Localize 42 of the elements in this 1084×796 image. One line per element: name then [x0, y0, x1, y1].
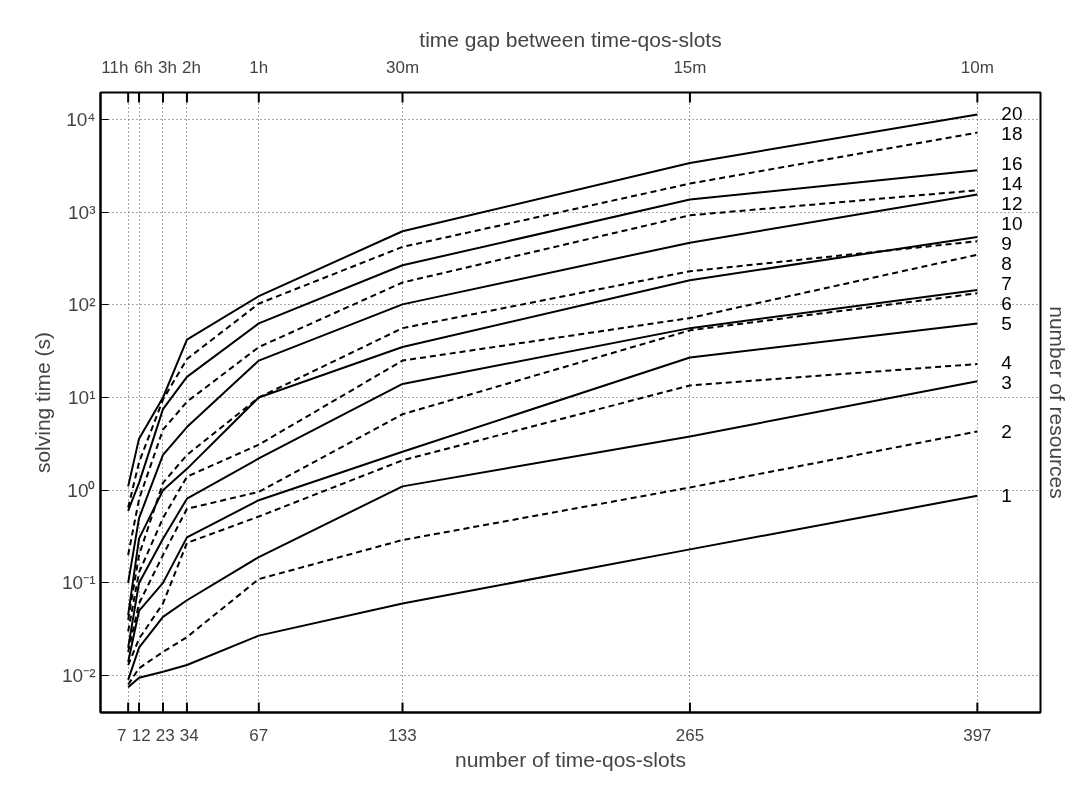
- series-label: 12: [1001, 193, 1023, 215]
- series-label: 14: [1001, 173, 1023, 195]
- x-tick-label: 265: [675, 725, 705, 745]
- x-tick-label: 133: [388, 725, 417, 745]
- series-label: 7: [1001, 273, 1012, 295]
- series-label: 1: [1001, 485, 1012, 507]
- text: 30m: [385, 57, 420, 77]
- series-label: 5: [1001, 313, 1012, 335]
- y-tick-label: 10²: [68, 294, 96, 316]
- y-tick-label: 10⁴: [66, 108, 96, 130]
- text: 6h: [133, 57, 153, 77]
- series-label: 6: [1001, 293, 1012, 315]
- series-label: 20: [1001, 103, 1023, 125]
- x-tick-label: 7: [116, 725, 127, 745]
- series-label: 18: [1001, 123, 1023, 145]
- y-tick-label: 10⁻¹: [62, 572, 96, 594]
- text: 2h: [181, 57, 201, 77]
- text: 15m: [673, 57, 707, 77]
- y-tick-label: 10¹: [68, 387, 96, 408]
- y-axis-title: solving time (s): [31, 331, 55, 474]
- x-tick-label: 12: [131, 725, 151, 745]
- series-label: 4: [1001, 352, 1013, 374]
- series-label: 2: [1001, 420, 1012, 442]
- y-tick-label: 10⁰: [67, 479, 96, 501]
- y2-axis-title: number of resources: [1045, 306, 1069, 499]
- x-tick-label: 34: [179, 725, 199, 745]
- text: 3h: [157, 57, 177, 77]
- series-label: 16: [1001, 153, 1023, 175]
- x-tick-label: 23: [155, 725, 175, 745]
- series-label: 9: [1001, 233, 1012, 255]
- series-label: 3: [1001, 372, 1012, 394]
- text: 10m: [960, 57, 994, 77]
- text: 11h: [101, 57, 129, 77]
- y-tick-label: 10³: [68, 201, 96, 223]
- text: 1h: [249, 57, 269, 77]
- x-tick-label: 397: [963, 725, 992, 745]
- x2-axis-title: time gap between time-qos-slots: [419, 27, 722, 51]
- x-tick-label: 67: [249, 725, 269, 745]
- y-tick-label: 10⁻²: [62, 665, 96, 687]
- x-axis-title: number of time-qos-slots: [454, 747, 687, 771]
- series-label: 8: [1001, 253, 1012, 275]
- series-label: 10: [1001, 213, 1023, 235]
